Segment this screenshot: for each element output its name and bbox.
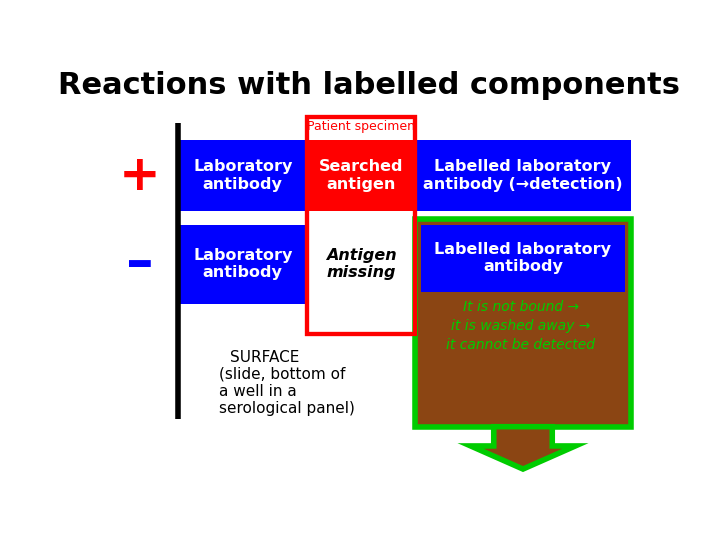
Bar [178, 140, 631, 211]
Text: Labelled laboratory
antibody (→detection): Labelled laboratory antibody (→detection… [423, 159, 623, 192]
Bar [307, 117, 415, 334]
Text: (slide, bottom of
a well in a
serological panel): (slide, bottom of a well in a serologica… [219, 367, 355, 416]
Text: It is not bound →: It is not bound → [463, 300, 579, 314]
Text: +: + [119, 152, 161, 200]
Text: Laboratory
antibody: Laboratory antibody [193, 159, 292, 192]
Text: Laboratory
antibody: Laboratory antibody [193, 248, 292, 280]
Text: Antigen
missing: Antigen missing [326, 248, 397, 280]
Text: it cannot be detected: it cannot be detected [446, 338, 595, 352]
Bar [415, 219, 631, 427]
Bar [421, 225, 626, 292]
Text: Reactions with labelled components: Reactions with labelled components [58, 71, 680, 100]
Bar [307, 117, 415, 334]
Text: it is washed away →: it is washed away → [451, 319, 590, 333]
Bar [307, 140, 415, 211]
Text: Searched
antigen: Searched antigen [319, 159, 403, 192]
Text: Labelled laboratory
antibody: Labelled laboratory antibody [434, 242, 611, 274]
Bar [178, 225, 307, 303]
Text: Patient specimen: Patient specimen [307, 120, 415, 133]
Text: –: – [126, 237, 153, 291]
Text: SURFACE: SURFACE [230, 350, 300, 364]
Polygon shape [471, 427, 575, 469]
